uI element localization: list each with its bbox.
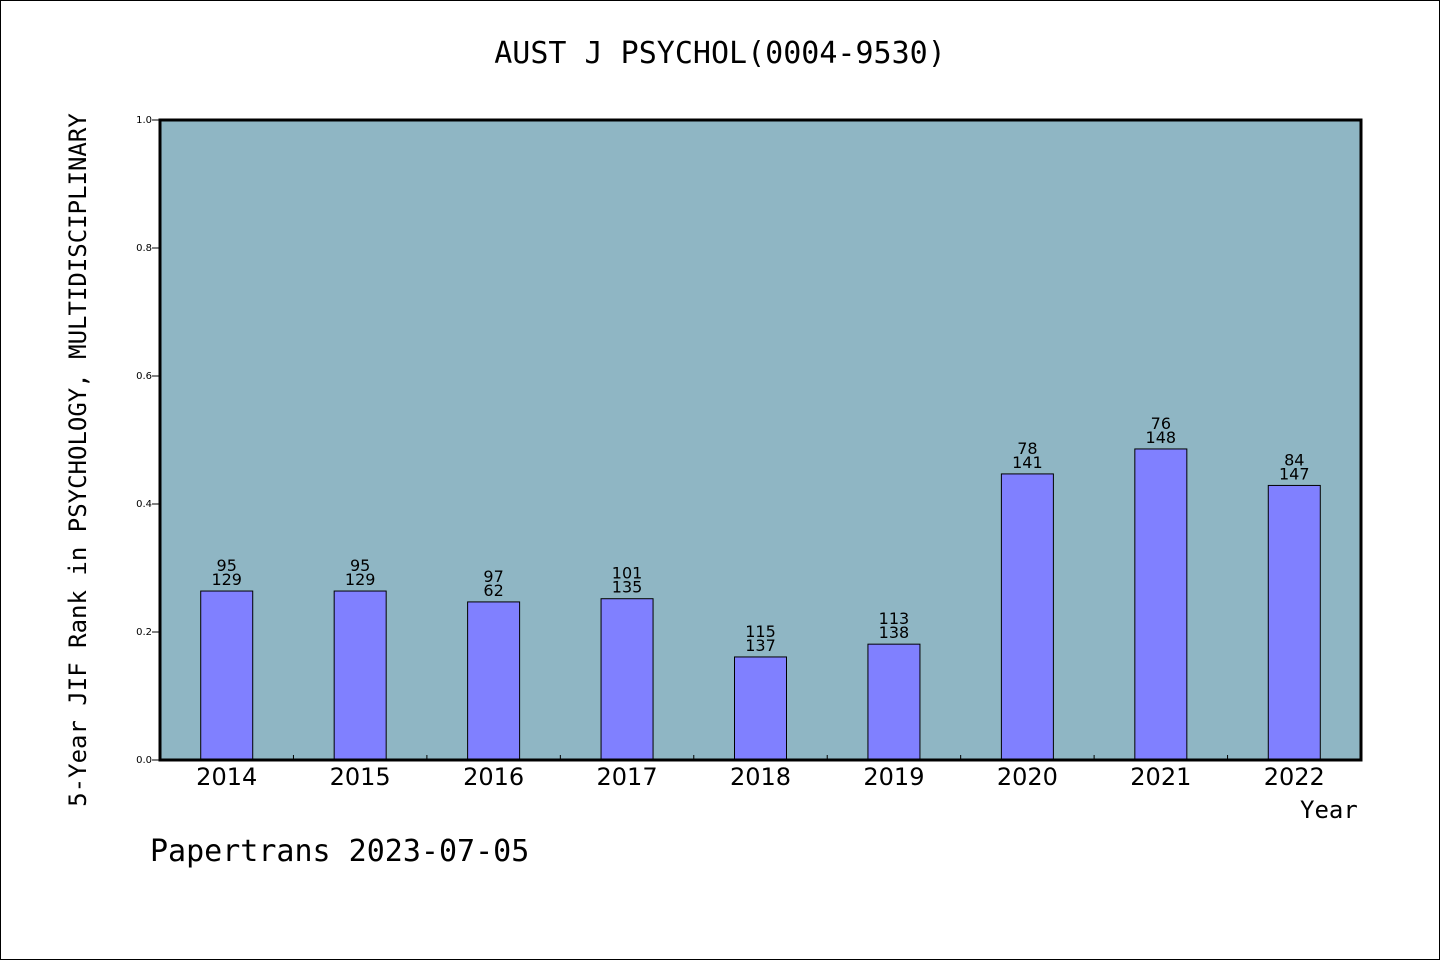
bar-rank-label: 97 bbox=[483, 567, 503, 586]
bar-total-label: 129 bbox=[211, 570, 242, 589]
bar bbox=[600, 598, 654, 761]
bar-rank-label: 113 bbox=[879, 609, 910, 628]
bar-rank-label: 115 bbox=[745, 622, 776, 641]
bar-rank-label: 76 bbox=[1151, 414, 1171, 433]
y-tick-label: 0.4 bbox=[136, 499, 152, 510]
bar-rank-label: 101 bbox=[612, 564, 643, 583]
bar bbox=[1134, 448, 1188, 761]
bar bbox=[867, 643, 921, 761]
bar-rank-label: 95 bbox=[217, 556, 237, 575]
x-tick-label: 2022 bbox=[1264, 763, 1325, 791]
y-tick-label: 0.2 bbox=[136, 627, 152, 638]
x-axis-label: Year bbox=[1300, 796, 1358, 824]
x-tick-label: 2016 bbox=[463, 763, 524, 791]
bar bbox=[1267, 484, 1321, 761]
x-tick-label: 2018 bbox=[730, 763, 791, 791]
y-tick-label: 0.8 bbox=[136, 243, 152, 254]
bar bbox=[734, 656, 787, 761]
bar-rank-label: 84 bbox=[1284, 450, 1304, 469]
y-tick-label: 1.0 bbox=[136, 115, 152, 126]
plot-border bbox=[158, 118, 1363, 762]
bar-rank-label: 78 bbox=[1017, 439, 1037, 458]
y-tick-label: 0.6 bbox=[136, 371, 152, 382]
bar bbox=[333, 590, 387, 761]
bar-total-label: 138 bbox=[879, 623, 910, 642]
bar bbox=[200, 590, 254, 761]
bar-total-label: 147 bbox=[1279, 464, 1310, 483]
bar-total-label: 137 bbox=[745, 636, 776, 655]
bar-total-label: 129 bbox=[345, 570, 376, 589]
bar-total-label: 148 bbox=[1146, 428, 1177, 447]
bar bbox=[467, 601, 521, 761]
bar-total-label: 141 bbox=[1012, 453, 1043, 472]
x-tick-label: 2021 bbox=[1130, 763, 1191, 791]
x-tick-label: 2014 bbox=[196, 763, 257, 791]
footer-stamp: Papertrans 2023-07-05 bbox=[150, 834, 530, 869]
bar-rank-label: 95 bbox=[350, 556, 370, 575]
x-tick-label: 2015 bbox=[330, 763, 391, 791]
x-tick-label: 2019 bbox=[863, 763, 924, 791]
x-tick-label: 2017 bbox=[597, 763, 658, 791]
bar-total-label: 135 bbox=[612, 578, 643, 597]
bar-total-label: 62 bbox=[483, 581, 503, 600]
y-tick-label: 0.0 bbox=[136, 755, 152, 766]
chart-title: AUST J PSYCHOL(0004-9530) bbox=[494, 36, 946, 71]
x-tick-label: 2020 bbox=[997, 763, 1058, 791]
bar bbox=[1000, 473, 1054, 761]
